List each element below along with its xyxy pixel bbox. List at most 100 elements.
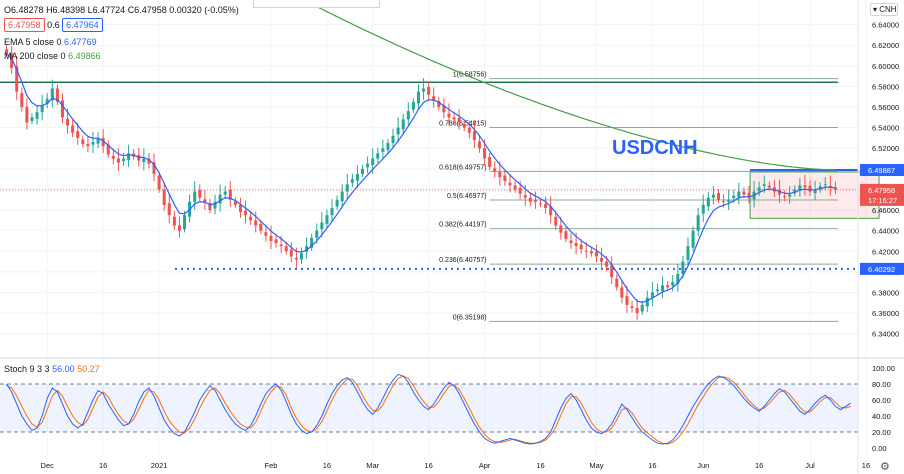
candle-body: [818, 186, 822, 190]
candle-body: [172, 216, 176, 226]
candle-body: [788, 194, 792, 197]
fib-level-label: 0.618(6.49757): [439, 164, 486, 171]
candle-body: [605, 261, 609, 267]
candle-body: [589, 251, 593, 254]
fib-level-label: 0.5(6.46977): [447, 193, 487, 200]
candle-body: [732, 195, 736, 199]
ema-label: EMA 5 close 0: [4, 37, 62, 47]
candle-body: [666, 285, 670, 288]
price-line-tag: [860, 164, 904, 177]
candle-body: [615, 278, 619, 288]
stoch-legend[interactable]: Stoch 9 3 3 56.00 50.27: [4, 363, 100, 375]
price-tick-label: 6.44000: [872, 227, 899, 236]
candle-body: [686, 246, 690, 261]
ask-price-box[interactable]: 6.47964: [62, 18, 103, 32]
candle-body: [477, 141, 482, 149]
stoch-d-line: [6, 375, 851, 445]
candle-body: [630, 306, 634, 308]
candle-body: [594, 251, 598, 257]
stoch-tick-label: 40.00: [872, 412, 891, 421]
candle-body: [137, 154, 141, 161]
candle-body: [238, 204, 242, 213]
time-tick-label: 16: [424, 461, 432, 470]
candle-body: [305, 246, 309, 252]
candle-body: [183, 215, 187, 230]
candle-body: [274, 239, 278, 244]
candle-body: [559, 225, 563, 233]
candle-body: [264, 232, 268, 236]
candle-body: [549, 206, 553, 216]
candle-body: [198, 189, 202, 198]
candle-body: [10, 53, 14, 68]
candle-body: [564, 231, 568, 239]
symbol-selector[interactable]: ▾ CNH: [870, 3, 898, 16]
candle-body: [696, 215, 700, 231]
ma-legend[interactable]: MA 200 close 0 6.49866: [4, 50, 101, 62]
candle-body: [66, 118, 70, 126]
time-tick-label: 16: [536, 461, 544, 470]
candle-body: [401, 119, 405, 130]
candle-body: [167, 203, 171, 216]
candle-body: [45, 98, 49, 104]
candle-body: [330, 208, 334, 216]
candle-body: [767, 185, 771, 188]
candle-body: [808, 185, 812, 192]
candle-body: [76, 131, 80, 138]
candle-body: [391, 135, 395, 144]
candle-body: [447, 113, 451, 118]
candle-body: [528, 197, 532, 202]
candle-body: [325, 215, 329, 224]
top-toolbar[interactable]: [253, 0, 380, 8]
candle-body: [467, 127, 471, 133]
candle-body: [228, 189, 232, 200]
candle-body: [747, 193, 751, 198]
candle-body: [233, 201, 237, 205]
candle-body: [254, 220, 258, 226]
ma-value: 6.49866: [68, 51, 101, 61]
candle-body: [249, 216, 253, 221]
time-tick-label: Dec: [41, 461, 55, 470]
price-tick-label: 6.36000: [872, 309, 899, 318]
candle-body: [91, 142, 95, 145]
price-line-tag-label: 6.40292: [868, 265, 895, 274]
stoch-tick-label: 80.00: [872, 380, 891, 389]
candle-body: [554, 216, 558, 226]
candle-body: [5, 49, 9, 54]
stoch-d-value: 50.27: [77, 364, 100, 374]
countdown-label: 17:16:27: [868, 196, 897, 205]
candle-body: [422, 88, 426, 92]
ema-line: [6, 53, 836, 303]
stoch-tick-label: 20.00: [872, 428, 891, 437]
ema-legend[interactable]: EMA 5 close 0 6.47769: [4, 36, 97, 48]
candle-body: [803, 185, 807, 188]
candle-body: [269, 235, 273, 241]
bid-price-box[interactable]: 6.47958: [4, 18, 45, 32]
fib-level-label: 0.786(6.54015): [439, 120, 486, 127]
candle-body: [513, 185, 517, 190]
time-tick-label: 2021: [151, 461, 168, 470]
candle-body: [284, 246, 288, 252]
candle-body: [96, 137, 100, 144]
candle-body: [625, 296, 629, 305]
candle-body: [452, 117, 456, 120]
range-box[interactable]: [749, 171, 880, 219]
candle-body: [315, 230, 319, 238]
legend-l: L6.47724: [87, 5, 126, 15]
candle-body: [635, 307, 639, 314]
gear-icon[interactable]: ⚙: [880, 461, 890, 473]
candle-body: [310, 237, 314, 248]
stoch-tick-label: 100.00: [872, 364, 895, 373]
candle-body: [294, 257, 298, 260]
candle-body: [798, 185, 802, 191]
price-tick-label: 6.34000: [872, 330, 899, 339]
time-tick-label: 16: [755, 461, 763, 470]
candle-body: [386, 143, 390, 150]
time-tick-label: Jul: [805, 461, 815, 470]
candle-body: [427, 86, 431, 95]
candle-body: [25, 107, 29, 123]
candle-body: [711, 194, 715, 198]
candle-body: [299, 253, 304, 260]
candle-body: [569, 240, 573, 244]
candle-body: [35, 112, 39, 119]
